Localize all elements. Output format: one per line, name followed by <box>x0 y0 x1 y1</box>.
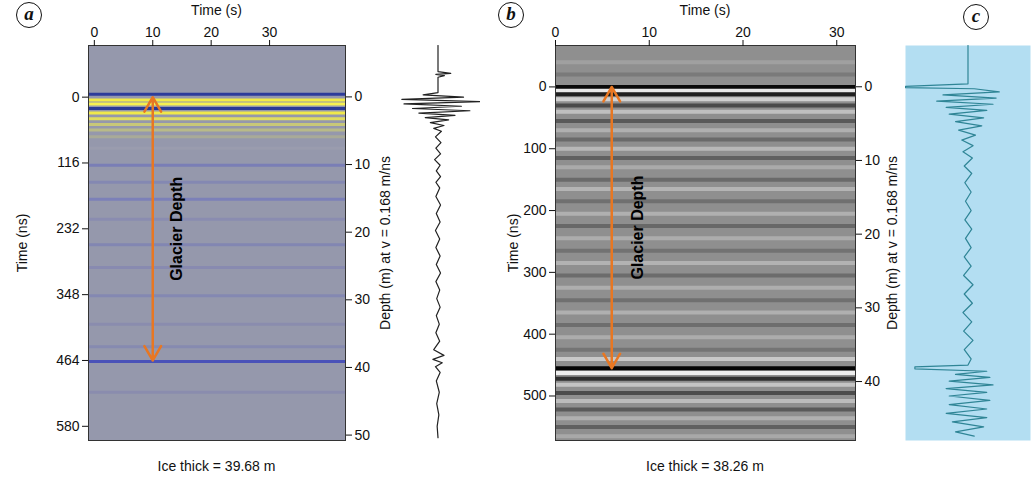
svg-text:30: 30 <box>865 299 881 315</box>
svg-text:30: 30 <box>262 24 278 40</box>
svg-text:100: 100 <box>523 140 547 156</box>
html-text:b: b <box>506 3 516 24</box>
svg-text:232: 232 <box>56 220 80 236</box>
html-text:c: c <box>971 5 981 26</box>
svg-text:10: 10 <box>641 24 657 40</box>
html-text:a: a <box>24 3 34 24</box>
svg-text:20: 20 <box>865 226 881 242</box>
svg-text:0: 0 <box>539 78 547 94</box>
svg-text:464: 464 <box>56 352 80 368</box>
svg-text:200: 200 <box>523 202 547 218</box>
svg-text:Glacier Depth: Glacier Depth <box>168 177 185 281</box>
svg-text:10: 10 <box>355 156 371 172</box>
html-text:Time (ns): Time (ns) <box>14 213 30 272</box>
html-text:Time (s): Time (s) <box>679 2 731 18</box>
svg-text:50: 50 <box>355 427 371 443</box>
svg-text:0: 0 <box>72 89 80 105</box>
html-text:Time (s): Time (s) <box>191 2 242 18</box>
svg-text:20: 20 <box>735 24 751 40</box>
svg-text:30: 30 <box>829 24 845 40</box>
svg-text:400: 400 <box>523 326 547 342</box>
svg-text:30: 30 <box>355 291 371 307</box>
svg-text:Glacier Depth: Glacier Depth <box>629 176 646 280</box>
html-text:Depth (m) at v = 0.168 m/ns: Depth (m) at v = 0.168 m/ns <box>884 155 900 330</box>
svg-text:0: 0 <box>552 24 560 40</box>
svg-text:20: 20 <box>355 224 371 240</box>
svg-text:580: 580 <box>56 418 80 434</box>
svg-text:0: 0 <box>355 88 363 104</box>
svg-text:116: 116 <box>57 154 80 170</box>
html-text:Ice thick = 38.26 m: Ice thick = 38.26 m <box>646 458 764 474</box>
svg-text:40: 40 <box>865 373 881 389</box>
html-text:Ice thick = 39.68 m: Ice thick = 39.68 m <box>157 458 276 474</box>
svg-text:40: 40 <box>355 359 371 375</box>
svg-text:0: 0 <box>865 78 873 94</box>
svg-text:10: 10 <box>865 152 881 168</box>
html-text:Depth (m) at v = 0.168 m/ns: Depth (m) at v = 0.168 m/ns <box>377 155 393 330</box>
html-text:Time (ns): Time (ns) <box>505 213 521 272</box>
svg-text:0: 0 <box>90 24 98 40</box>
svg-text:10: 10 <box>145 24 161 40</box>
svg-text:348: 348 <box>56 286 80 302</box>
svg-text:20: 20 <box>203 24 219 40</box>
svg-text:500: 500 <box>523 387 547 403</box>
svg-text:300: 300 <box>523 264 547 280</box>
